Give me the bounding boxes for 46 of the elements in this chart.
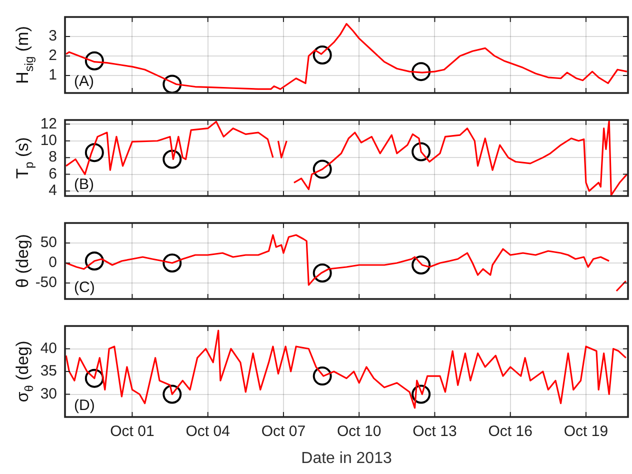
point — [84, 143, 104, 162]
y-tick-label: 35 — [40, 362, 57, 380]
point — [162, 254, 182, 272]
y-tick-label: 1 — [48, 66, 57, 84]
x-tick-label: Oct 01 — [110, 423, 154, 440]
y-axis-title: σθ (deg) — [13, 340, 36, 402]
y-tick-label: 6 — [48, 165, 57, 182]
point — [312, 366, 332, 386]
x-tick-label: Oct 07 — [261, 423, 306, 440]
point — [312, 264, 332, 282]
annotation: (B) — [74, 176, 94, 193]
x-tick-label: Oct 10 — [337, 423, 382, 440]
y-tick-label: -50 — [35, 274, 57, 292]
annotation: (C) — [74, 279, 95, 296]
point — [412, 384, 431, 404]
y-axis-title: Hsig (m) — [13, 26, 36, 84]
x-tick-label: Oct 16 — [488, 423, 532, 440]
y-tick-label: 10 — [40, 132, 57, 150]
y-tick-label: 40 — [40, 340, 57, 357]
x-axis-title: Date in 2013 — [301, 450, 392, 467]
point — [412, 62, 431, 82]
y-tick-label: 30 — [40, 385, 57, 402]
y-tick-label: 50 — [40, 234, 57, 252]
y-tick-label: 2 — [48, 47, 57, 64]
y-axis-title: θ (deg) — [13, 234, 32, 288]
annotation: (D) — [74, 397, 95, 414]
y-tick-label: 0 — [48, 254, 57, 272]
point — [412, 256, 431, 274]
x-tick-label: Oct 13 — [412, 423, 457, 440]
y-axis-title: Tp (s) — [13, 137, 36, 179]
x-tick-label: Oct 19 — [564, 423, 608, 440]
y-tick-label: 4 — [48, 182, 57, 200]
y-tick-label: 12 — [40, 115, 57, 132]
point — [162, 384, 182, 404]
point — [162, 74, 182, 93]
point — [312, 46, 332, 64]
annotation: (A) — [74, 73, 94, 90]
point — [84, 252, 104, 270]
point — [162, 150, 182, 169]
x-tick-label: Oct 04 — [186, 423, 230, 440]
point — [312, 160, 332, 179]
point — [412, 142, 431, 162]
point — [84, 368, 104, 388]
point — [84, 51, 104, 70]
y-tick-label: 3 — [48, 28, 57, 45]
y-tick-label: 8 — [48, 148, 57, 166]
